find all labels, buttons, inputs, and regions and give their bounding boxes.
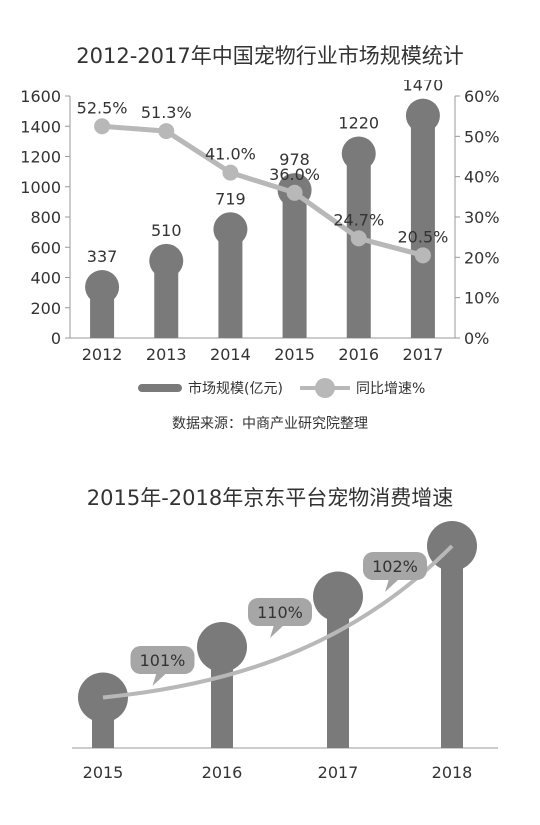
y2-tick-label: 0% (464, 329, 489, 348)
growth-point (94, 118, 111, 135)
bar-cap (85, 270, 120, 305)
bar-value-label: 978 (279, 150, 310, 169)
growth-value-label: 20.5% (398, 227, 449, 246)
growth-callout: 101% (130, 646, 195, 686)
callout-bubble (130, 646, 195, 674)
growth-line (101, 123, 424, 258)
y-tick-label: 800 (30, 208, 61, 227)
callout-label: 101% (140, 651, 186, 670)
bar-value-label: 1220 (338, 113, 379, 132)
bar-cap (405, 98, 440, 133)
y2-tick-label: 40% (464, 168, 500, 187)
x-tick-label: 2013 (146, 345, 187, 364)
growth-point (286, 184, 303, 201)
growth-value-label: 51.3% (141, 103, 192, 122)
x-tick-label: 2016 (202, 763, 243, 782)
legend: 市场规模(亿元) 同比增速% (0, 378, 540, 402)
growth-callout: 102% (363, 552, 427, 592)
growth-point (158, 123, 175, 140)
y-tick-label: 0 (51, 329, 61, 348)
legend-label-growth-rate: 同比增速% (356, 381, 426, 397)
x-tick-label: 2014 (210, 345, 251, 364)
bar-cap (197, 622, 247, 672)
x-tick-label: 2016 (338, 345, 379, 364)
bar-cap (313, 571, 363, 622)
y2-tick-label: 50% (464, 127, 500, 146)
market-size-chart: 0 200 400 600 800 1000 1200 1400 1600 0% 10% 20% 30%… (20, 80, 500, 364)
x-tick-label: 2012 (82, 345, 123, 364)
x-tick-label: 2017 (403, 345, 444, 364)
jd-growth-chart: 101% 110% 102% 2015 2016 2017 2018 (72, 521, 498, 782)
y-tick-label: 1400 (20, 117, 61, 136)
legend-item-growth-rate: 同比增速% (300, 378, 425, 398)
y2-tick-label: 20% (464, 248, 500, 267)
bar-value-label: 1470 (403, 80, 444, 95)
y-tick-label: 200 (30, 299, 61, 318)
bar (211, 647, 233, 748)
bar-cap (149, 243, 184, 278)
legend-label-market-size: 市场规模(亿元) (188, 381, 283, 397)
growth-point (414, 247, 431, 264)
bar-value-label: 719 (215, 189, 246, 208)
growth-value-label: 41.0% (205, 145, 256, 164)
data-source-note: 数据来源：中商产业研究院整理 (172, 416, 368, 432)
bar (410, 115, 435, 338)
growth-value-label: 52.5% (77, 98, 128, 117)
bar (282, 190, 307, 338)
x-tick-label: 2015 (274, 345, 315, 364)
callout-pointer (270, 625, 284, 638)
bar-value-label: 337 (87, 247, 118, 266)
y-tick-label: 1200 (20, 148, 61, 167)
legend-line-swatch (300, 378, 350, 398)
bar-cap (213, 212, 248, 247)
growth-callout: 110% (248, 598, 312, 638)
callout-pointer (152, 673, 167, 686)
x-tick-label: 2017 (318, 763, 359, 782)
x-tick-label: 2018 (432, 763, 473, 782)
callout-pointer (385, 579, 399, 592)
chart-title-market-size: 2012-2017年中国宠物行业市场规模统计 (76, 44, 464, 68)
callout-bubble (363, 552, 427, 580)
callout-label: 110% (257, 603, 303, 622)
y-tick-label: 1600 (20, 87, 61, 106)
bar (218, 229, 243, 338)
growth-point (222, 164, 239, 181)
bar-cap (341, 136, 376, 171)
growth-point (350, 230, 367, 247)
bar (441, 546, 463, 748)
y2-tick-label: 10% (464, 289, 500, 308)
y2-tick-label: 60% (464, 87, 500, 106)
legend-bar-swatch (138, 384, 182, 392)
growth-value-label: 24.7% (333, 210, 384, 229)
y-tick-label: 1000 (20, 178, 61, 197)
y-tick-label: 400 (30, 269, 61, 288)
callout-label: 102% (372, 557, 418, 576)
y2-tick-label: 30% (464, 208, 500, 227)
callout-bubble (248, 598, 312, 626)
y-tick-label: 600 (30, 238, 61, 257)
bar-value-label: 510 (151, 221, 182, 240)
growth-value-label: 36.0% (269, 165, 320, 184)
legend-item-market-size: 市场规模(亿元) (138, 378, 283, 398)
chart-title-jd-growth: 2015年-2018年京东平台宠物消费增速 (86, 486, 454, 510)
x-tick-label: 2015 (83, 763, 124, 782)
